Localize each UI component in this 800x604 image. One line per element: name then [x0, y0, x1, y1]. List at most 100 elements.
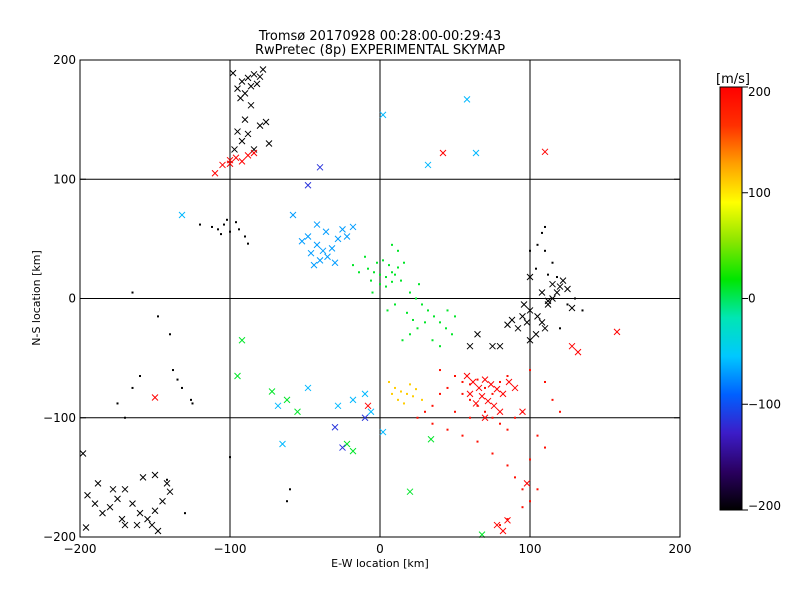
data-point-dot	[385, 285, 387, 288]
data-point-dot	[521, 488, 524, 491]
data-point-dot	[439, 369, 441, 372]
data-point-dot	[445, 327, 447, 330]
data-point-dot	[529, 458, 531, 461]
data-point-cross	[526, 273, 534, 281]
data-point-cross	[364, 402, 372, 410]
x-tick-label: 200	[669, 542, 692, 556]
data-point-cross	[237, 94, 244, 102]
data-point-dot	[421, 398, 423, 401]
data-point-dot	[415, 297, 417, 300]
data-point-cross	[478, 392, 486, 400]
data-point-dot	[446, 309, 449, 312]
data-point-cross	[504, 516, 511, 524]
data-point-cross	[229, 69, 237, 77]
data-point-cross	[339, 225, 346, 233]
data-point-cross	[262, 118, 270, 126]
data-point-cross	[496, 408, 504, 416]
data-point-cross	[499, 527, 507, 535]
data-point-dot	[431, 339, 434, 342]
data-point-cross	[504, 321, 511, 329]
data-point-dot	[235, 221, 237, 224]
data-point-cross	[511, 384, 519, 392]
data-point-dot	[536, 434, 539, 437]
data-point-dot	[409, 383, 411, 386]
colorbar-tick-label: 200	[748, 85, 771, 99]
data-point-dot	[358, 271, 360, 274]
data-point-cross	[424, 161, 432, 169]
data-point-dot	[454, 315, 456, 318]
data-point-cross	[481, 376, 489, 383]
data-point-cross	[499, 390, 507, 398]
x-tick-label: −200	[64, 542, 97, 556]
data-point-dot	[461, 434, 464, 437]
data-point-cross	[519, 313, 526, 320]
data-point-dot	[394, 303, 396, 306]
y-tick-label: 100	[53, 172, 76, 186]
data-point-cross	[339, 444, 346, 451]
data-point-dot	[439, 345, 441, 348]
data-point-dot	[397, 249, 399, 252]
data-point-cross	[427, 435, 435, 443]
data-point-cross	[331, 259, 339, 267]
data-point-cross	[247, 101, 255, 109]
data-point-cross	[250, 149, 258, 157]
data-point-cross	[526, 307, 534, 314]
data-point-dot	[370, 279, 372, 282]
data-point-dot	[394, 273, 396, 276]
data-point-dot	[544, 249, 546, 252]
data-point-cross	[349, 447, 357, 455]
data-point-cross	[538, 289, 546, 296]
data-point-dot	[131, 386, 134, 389]
data-point-cross	[613, 328, 621, 336]
data-point-dot	[484, 386, 486, 389]
data-point-dot	[199, 223, 201, 226]
data-point-cross	[250, 70, 258, 78]
data-point-cross	[472, 400, 480, 407]
data-point-cross	[268, 388, 276, 395]
y-tick-label: 200	[53, 53, 76, 67]
y-axis-label: N-S location [km]	[30, 250, 43, 346]
data-point-cross	[253, 80, 261, 88]
data-point-dot	[416, 416, 419, 419]
data-point-dot	[229, 456, 231, 459]
data-point-cross	[238, 78, 246, 85]
data-point-dot	[544, 446, 546, 449]
data-point-cross	[322, 228, 330, 236]
data-point-cross	[238, 158, 246, 165]
data-point-dot	[439, 392, 441, 395]
data-point-cross	[505, 378, 513, 386]
data-point-dot	[166, 478, 168, 481]
data-point-cross	[514, 324, 522, 332]
data-point-cross	[316, 256, 324, 264]
data-point-cross	[274, 402, 282, 410]
data-point-cross	[99, 509, 106, 517]
data-point-cross	[324, 253, 331, 261]
data-point-dot	[247, 242, 249, 245]
data-point-cross	[256, 122, 264, 129]
data-point-cross	[406, 488, 414, 496]
x-tick-label: 100	[519, 542, 542, 556]
data-point-cross	[574, 348, 582, 356]
data-point-dot	[476, 440, 479, 443]
data-point-cross	[541, 148, 549, 156]
data-point-dot	[446, 428, 449, 431]
data-point-cross	[484, 397, 492, 405]
y-tick-label: −200	[43, 530, 76, 544]
data-point-cross	[361, 390, 369, 398]
data-point-cross	[319, 247, 327, 255]
data-point-dot	[352, 264, 354, 267]
data-point-cross	[79, 450, 87, 457]
data-point-cross	[109, 485, 117, 493]
data-point-dot	[409, 333, 411, 336]
data-point-dot	[191, 402, 194, 405]
data-point-cross	[349, 223, 357, 231]
colorbar: [m/s] −200 −100 0 100 200	[716, 72, 781, 513]
data-point-dot	[556, 276, 558, 279]
data-point-cross	[520, 301, 528, 308]
colorbar-tick-label: 100	[748, 186, 771, 200]
data-point-cross	[367, 408, 375, 416]
data-point-dot	[536, 243, 539, 246]
data-point-dot	[431, 404, 434, 407]
data-point-cross	[238, 137, 246, 145]
data-point-dot	[238, 228, 240, 231]
